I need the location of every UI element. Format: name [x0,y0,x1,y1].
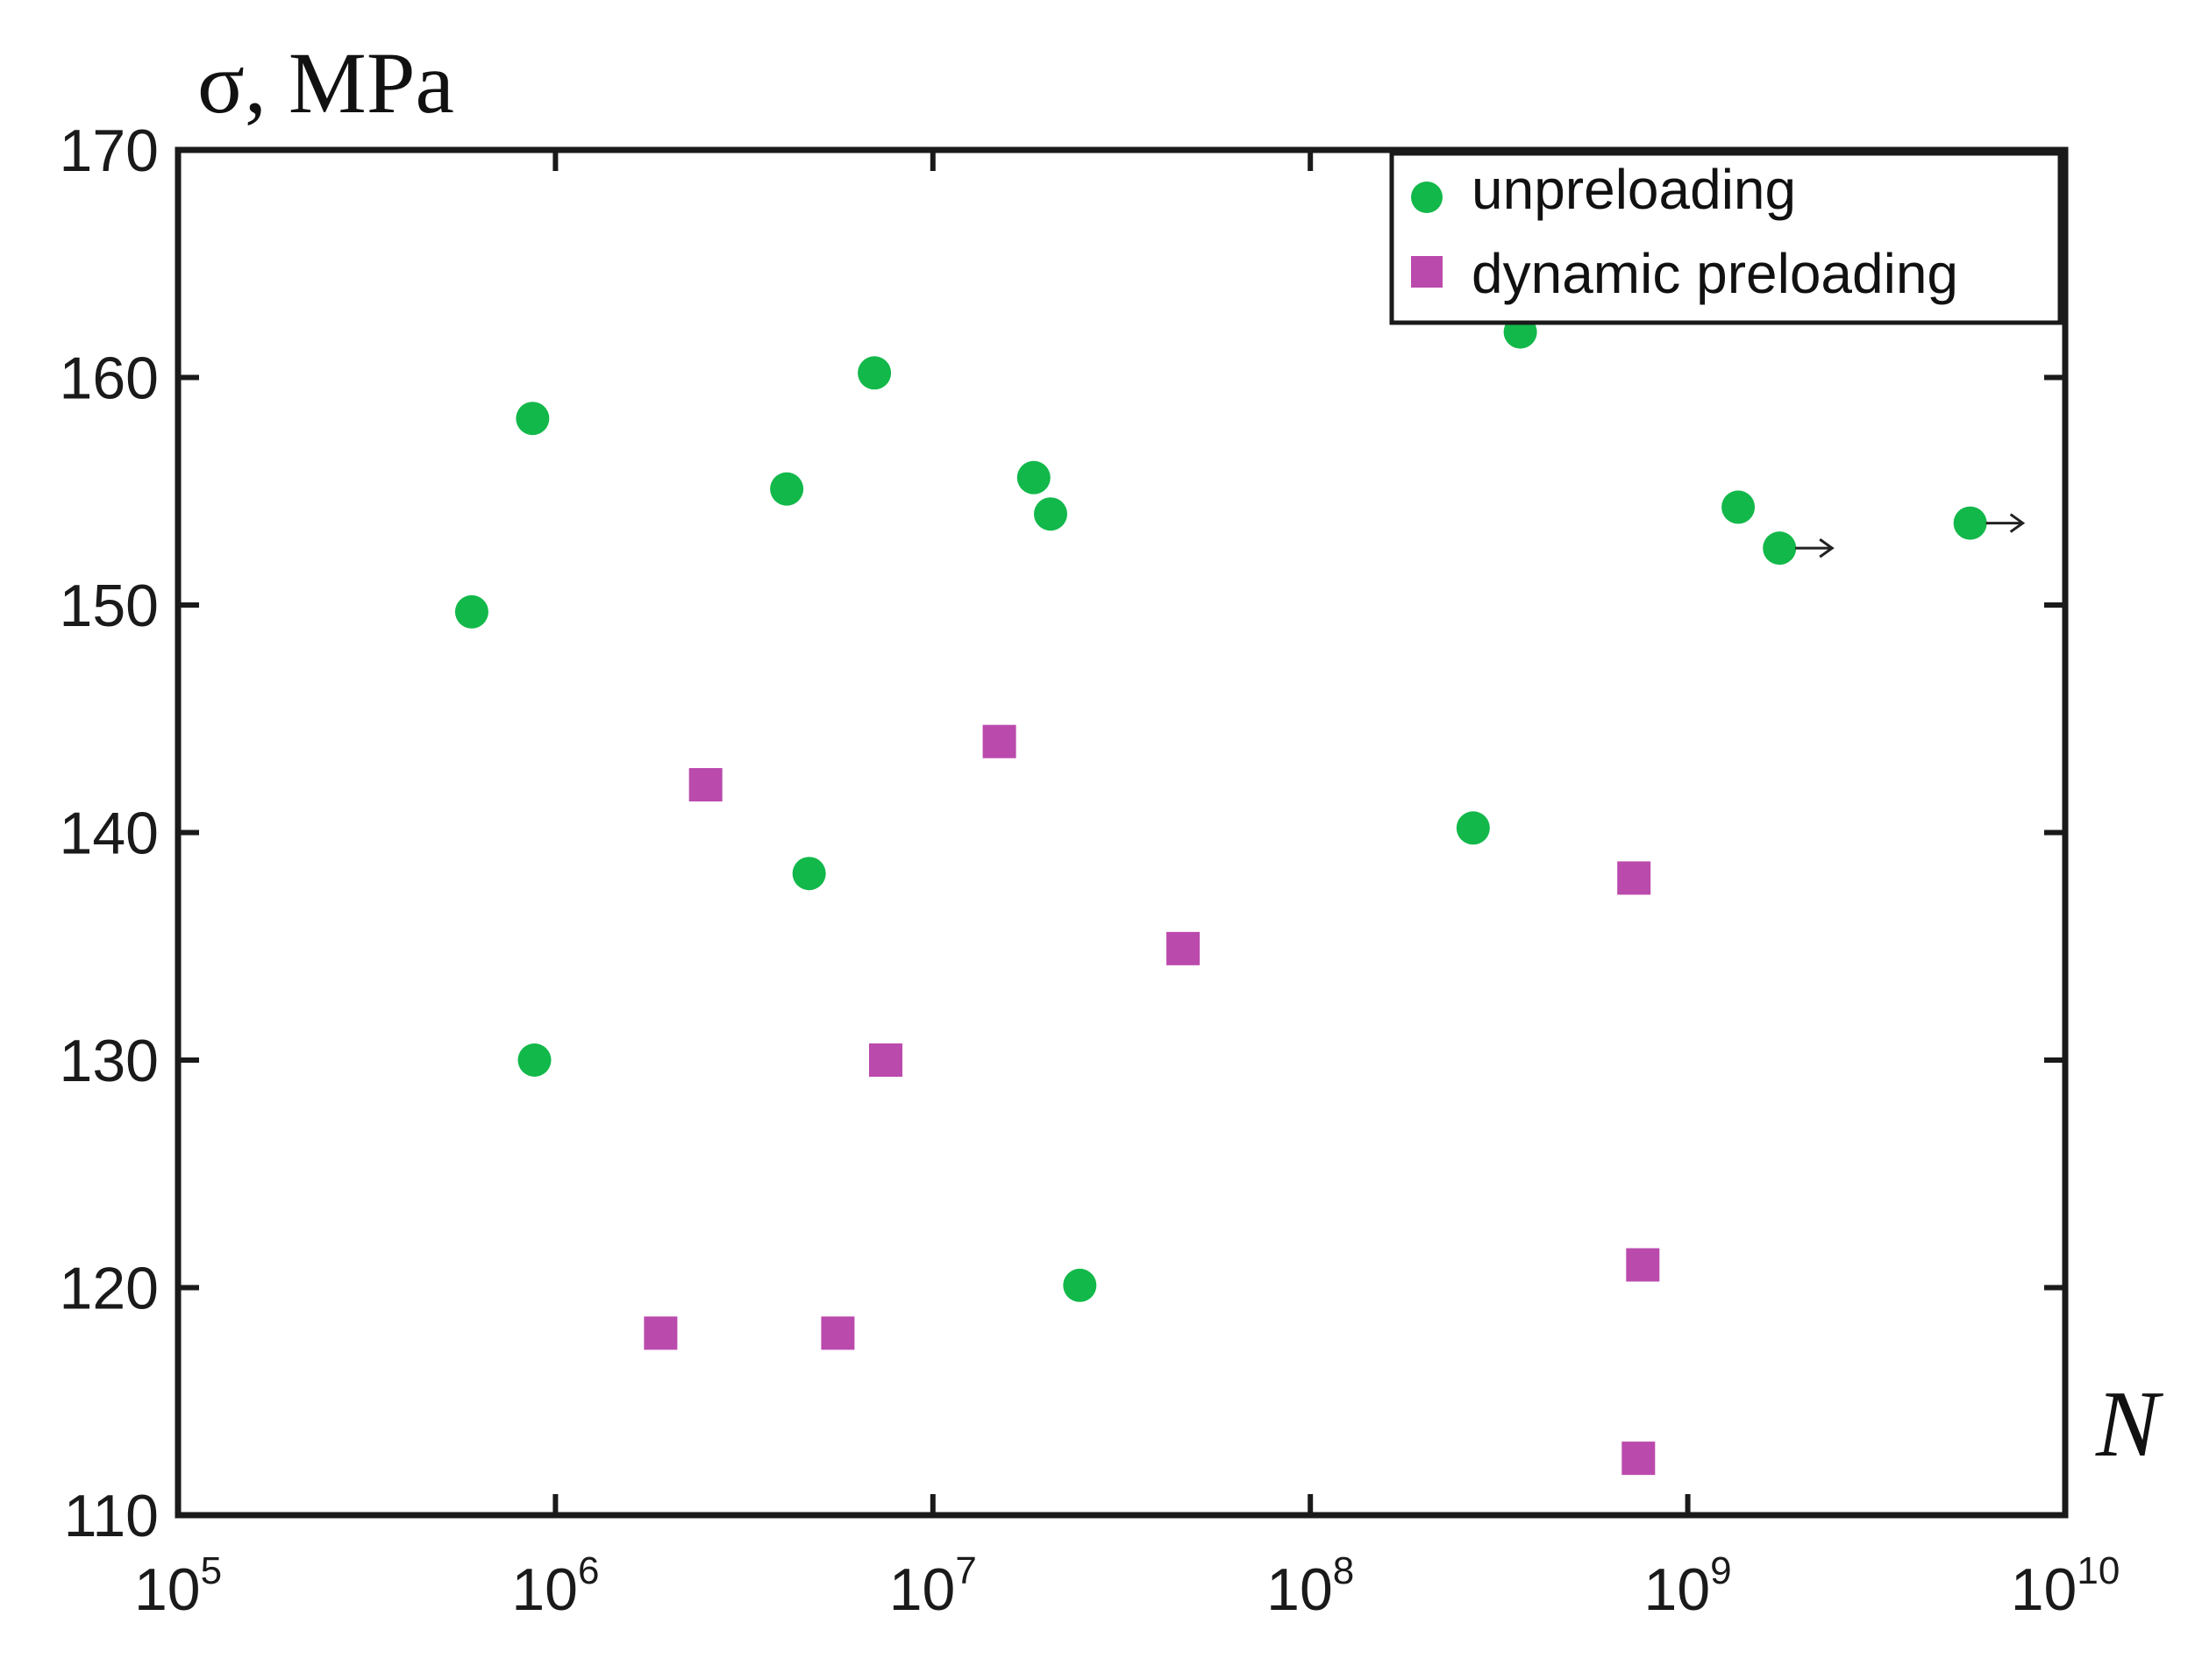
x-tick-label-text: 105 [134,1549,222,1623]
y-tick-label: 170 [60,117,159,184]
point-unpreloading [454,594,488,629]
x-tick-base: 10 [2011,1556,2077,1623]
point-dynamic-preloading [982,724,1016,758]
y-axis-label: σ, MPa [197,34,454,132]
point-unpreloading [516,402,550,436]
point-unpreloading [858,356,892,390]
legend-label-unpreloading: unpreloading [1472,158,1796,221]
x-axis-label: N [2095,1372,2164,1477]
point-unpreloading [1016,460,1051,495]
legend-marker-unpreloading [1411,182,1443,213]
point-unpreloading [792,857,826,891]
x-tick-exponent: 7 [955,1549,976,1592]
y-axis: 110 120 130 140 150 160 170 [60,117,2065,1549]
x-tick-label: 106 [511,1549,599,1623]
x-tick-label-text: 109 [1644,1549,1732,1623]
x-tick-exponent: 8 [1333,1549,1354,1592]
x-tick-base: 10 [1266,1556,1333,1623]
y-tick-label: 160 [60,345,159,412]
point-dynamic-preloading [688,768,723,802]
point-dynamic-preloading [1166,931,1201,965]
data-markers [454,315,2026,1476]
point-dynamic-preloading [644,1316,678,1350]
point-unpreloading [1763,531,1797,566]
y-tick-label: 120 [60,1256,159,1322]
x-tick-label-text: 1010 [2011,1549,2120,1623]
point-unpreloading [1063,1268,1097,1302]
x-tick-base: 10 [889,1556,956,1623]
legend-label-dynamic-preloading: dynamic preloading [1472,242,1958,305]
runout-arrow-icon [1795,537,1835,559]
legend-box [1389,151,2063,325]
x-tick-base: 10 [511,1556,578,1623]
point-dynamic-preloading [1621,1442,1656,1476]
point-dynamic-preloading [869,1043,903,1077]
point-unpreloading [770,472,804,506]
x-tick-base: 10 [134,1556,201,1623]
x-tick-exponent: 9 [1710,1549,1731,1592]
x-tick-exponent: 6 [578,1549,599,1592]
point-unpreloading [1953,506,1987,540]
point-unpreloading [1456,811,1490,845]
point-dynamic-preloading [1617,861,1651,895]
y-tick-label: 110 [64,1483,159,1549]
x-tick-label-text: 106 [511,1549,599,1623]
point-unpreloading [517,1043,552,1077]
x-tick-label: 1010 [2011,1549,2120,1623]
x-tick-label-text: 107 [889,1549,977,1623]
x-tick-exponent: 5 [201,1549,222,1592]
point-dynamic-preloading [821,1316,855,1350]
plot-frame [175,146,2069,1519]
x-tick-exponent: 10 [2077,1549,2120,1592]
x-tick-label: 105 [134,1549,222,1623]
x-axis: 105 106 107 108 109 1010 [134,150,2120,1623]
y-tick-label: 150 [60,573,159,639]
x-tick-label: 108 [1266,1549,1354,1623]
x-tick-base: 10 [1644,1556,1711,1623]
x-tick-label-text: 108 [1266,1549,1354,1623]
point-unpreloading [1721,490,1756,524]
point-unpreloading [1033,497,1067,531]
x-tick-label: 107 [889,1549,977,1623]
runout-arrow-icon [1985,513,2026,533]
legend: unpreloading dynamic preloading [1389,151,2063,325]
y-tick-label: 140 [60,801,159,867]
y-tick-label: 130 [60,1028,159,1094]
legend-marker-dynamic-preloading [1411,256,1443,288]
point-dynamic-preloading [1626,1248,1660,1282]
x-tick-label: 109 [1644,1549,1732,1623]
